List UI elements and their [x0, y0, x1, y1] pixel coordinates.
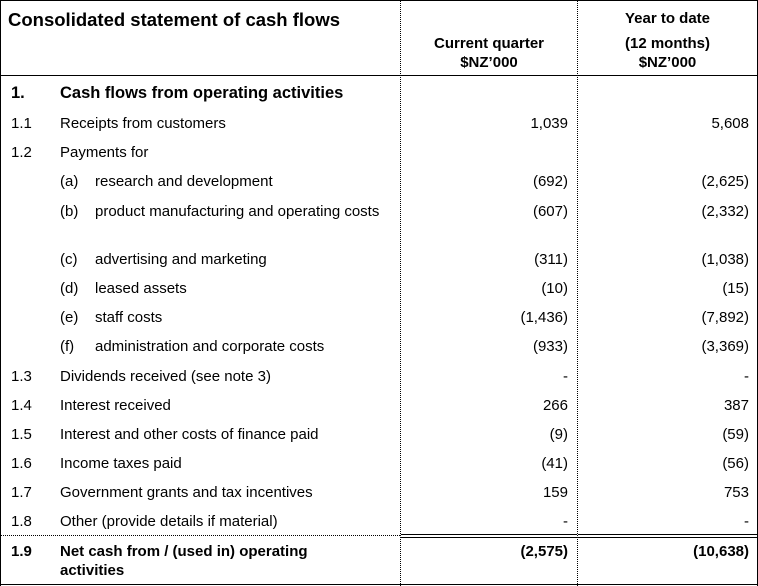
sub-letter: (a) [60, 173, 79, 190]
sub-letter: (e) [60, 309, 79, 326]
header-rule [0, 75, 758, 76]
sub-letter: (c) [60, 251, 78, 268]
total-number: 1.9 [11, 543, 32, 560]
section-number: 1. [11, 84, 25, 102]
line-label: Interest and other costs of finance paid [60, 426, 319, 443]
ytd-value: (59) [722, 426, 749, 443]
section-label: Cash flows from operating activities [60, 84, 344, 102]
line-label: Government grants and tax incentives [60, 484, 313, 501]
divider-current-ytd [577, 0, 578, 586]
current-value: 1,039 [530, 115, 568, 132]
line-label: Payments for [60, 144, 149, 161]
total-rule-ytd-a [578, 534, 757, 535]
ytd-value: 5,608 [711, 115, 749, 132]
total-ytd-value: (10,638) [693, 543, 749, 560]
sub-label: advertising and marketing [95, 251, 267, 268]
total-rule-ytd-b [578, 537, 757, 538]
line-label: Receipts from customers [60, 115, 226, 132]
ytd-value: (2,332) [701, 203, 749, 220]
ytd-line-1: Year to date [624, 10, 711, 27]
column-header-current-quarter: Current quarter $NZ’000 [401, 34, 577, 72]
column-header-year-to-date: Year to date (12 months) $NZ’000 [578, 9, 757, 72]
border-left [0, 0, 1, 586]
line-number: 1.4 [11, 397, 32, 414]
sub-label: leased assets [95, 280, 187, 297]
current-value: 159 [542, 484, 568, 501]
line-number: 1.6 [11, 455, 32, 472]
sub-label: research and development [95, 173, 273, 190]
total-rule-label [0, 535, 400, 536]
ytd-line-2: (12 months) [624, 35, 710, 52]
ytd-line-3: $NZ’000 [638, 54, 697, 71]
ytd-value: (15) [722, 280, 749, 297]
line-number: 1.5 [11, 426, 32, 443]
ytd-value: - [744, 368, 749, 385]
ytd-value: (1,038) [701, 251, 749, 268]
current-value: - [563, 513, 568, 530]
line-label: Interest received [60, 397, 171, 414]
line-label: Other (provide details if material) [60, 513, 278, 530]
line-label: Income taxes paid [60, 455, 182, 472]
current-value: (607) [532, 203, 568, 220]
sub-letter: (f) [60, 338, 75, 355]
sub-label: product manufacturing and operating cost… [95, 203, 380, 220]
line-number: 1.2 [11, 144, 32, 161]
current-value: (41) [541, 455, 568, 472]
ytd-value: (2,625) [701, 173, 749, 190]
ytd-value: 387 [723, 397, 749, 414]
sub-letter: (b) [60, 203, 79, 220]
ytd-value: (7,892) [701, 309, 749, 326]
line-label: Dividends received (see note 3) [60, 368, 271, 385]
total-label: Net cash from / (used in) operating acti… [60, 543, 308, 579]
line-number: 1.8 [11, 513, 32, 530]
line-number: 1.7 [11, 484, 32, 501]
current-value: (9) [549, 426, 568, 443]
total-rule-current-b [401, 537, 577, 538]
ytd-value: 753 [723, 484, 749, 501]
line-number: 1.1 [11, 115, 32, 132]
border-top [0, 0, 758, 1]
current-value: (1,436) [520, 309, 568, 326]
divider-label-current [400, 0, 401, 586]
current-value: (933) [532, 338, 568, 355]
total-rule-current-a [401, 534, 577, 535]
sub-label: staff costs [95, 309, 163, 326]
ytd-value: (56) [722, 455, 749, 472]
sub-letter: (d) [60, 280, 79, 297]
current-value: 266 [542, 397, 568, 414]
total-current-value: (2,575) [520, 543, 568, 560]
border-bottom [0, 584, 758, 585]
line-number: 1.3 [11, 368, 32, 385]
current-value: (10) [541, 280, 568, 297]
statement-title: Consolidated statement of cash flows [8, 9, 341, 30]
sub-label: administration and corporate costs [95, 338, 325, 355]
ytd-value: - [744, 513, 749, 530]
current-quarter-line-1: Current quarter [433, 35, 545, 52]
current-quarter-line-2: $NZ’000 [460, 54, 518, 71]
ytd-value: (3,369) [701, 338, 749, 355]
current-value: - [563, 368, 568, 385]
current-value: (692) [532, 173, 568, 190]
current-value: (311) [534, 251, 568, 268]
